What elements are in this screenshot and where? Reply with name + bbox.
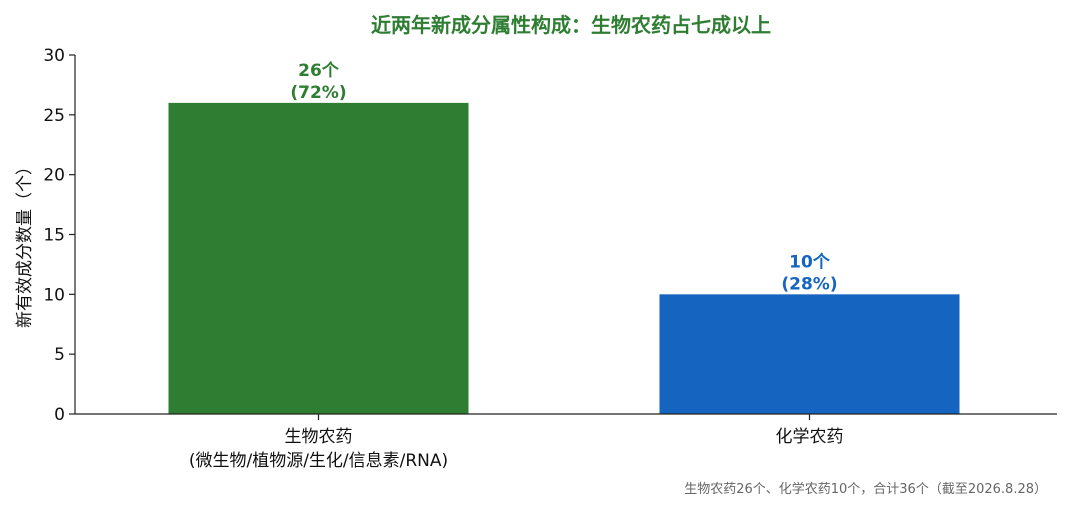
y-axis-label: 新有效成分数量（个）	[15, 158, 35, 328]
x-tick-sublabel: (微生物/植物源/生化/信息素/RNA)	[189, 451, 448, 471]
data-labels: 26个(72%) 10个(28%)	[290, 60, 837, 294]
y-tick-label: 15	[43, 226, 65, 246]
y-tick-label: 0	[54, 405, 65, 425]
y-axis: 0 5 10 15 20 25 30	[43, 46, 75, 425]
data-label-percent: (28%)	[781, 274, 837, 294]
x-tick-label: 化学农药	[776, 427, 844, 447]
bar-bio-pesticide	[168, 102, 469, 414]
data-label-count: 26个	[298, 60, 340, 81]
y-tick-label: 20	[43, 166, 65, 186]
y-tick-label: 10	[43, 285, 65, 305]
x-axis: 生物农药 (微生物/植物源/生化/信息素/RNA) 化学农药	[189, 414, 844, 471]
bar-chemical-pesticide	[659, 294, 960, 414]
y-tick-label: 5	[54, 345, 65, 365]
data-label-count: 10个	[789, 251, 831, 272]
x-tick-label: 生物农药	[285, 427, 353, 447]
footnote: 生物农药26个、化学农药10个，合计36个（截至2026.8.28）	[684, 481, 1047, 497]
chart-title: 近两年新成分属性构成：生物农药占七成以上	[371, 13, 771, 37]
bars	[168, 102, 960, 414]
data-label-percent: (72%)	[290, 83, 346, 103]
y-tick-label: 30	[43, 46, 65, 66]
y-tick-label: 25	[43, 106, 65, 126]
